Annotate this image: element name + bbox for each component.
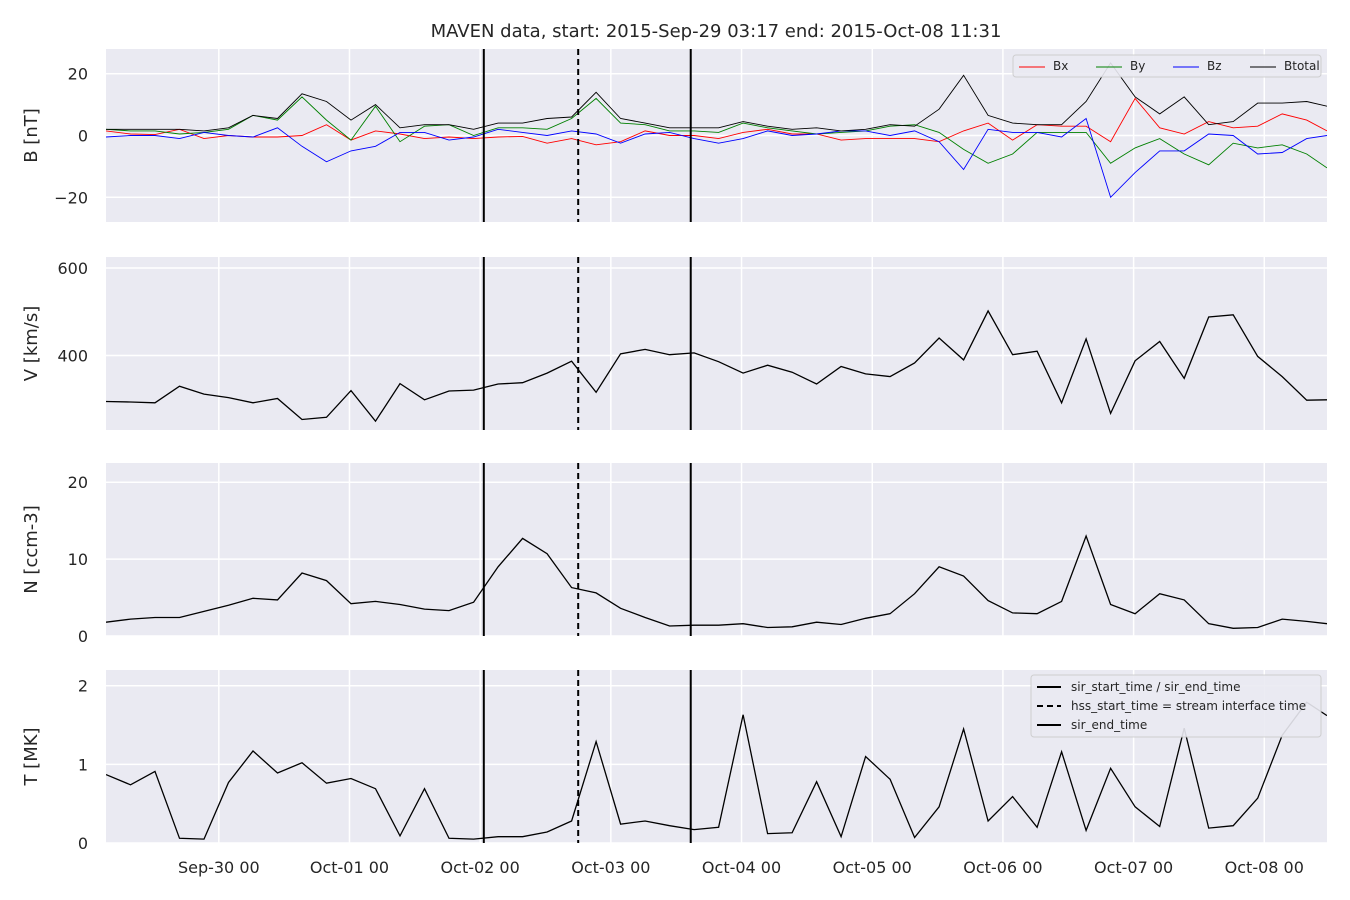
- series-line-bx: [106, 97, 1327, 146]
- x-tick-label: Oct-08 00: [1225, 858, 1304, 877]
- legend-label-by: By: [1130, 59, 1145, 73]
- panel-1: −20 0 20 B [nT]: [21, 49, 1327, 222]
- y-tick-label: 10: [68, 550, 88, 569]
- x-tick-label: Oct-04 00: [702, 858, 781, 877]
- y-tick-label: 1: [78, 755, 88, 774]
- y-axis-label: T [MK]: [21, 727, 42, 786]
- panel-background: [106, 257, 1327, 430]
- series-line-panel-4: [106, 701, 1327, 840]
- y-tick-label: 2: [78, 677, 88, 696]
- legend-label-3: sir_end_time: [1071, 718, 1147, 732]
- panel-3: 0 10 20 N [ccm-3]: [21, 463, 1327, 646]
- legend-label-2: hss_start_time = stream interface time: [1071, 699, 1306, 713]
- panel-2: 400 600 V [km/s]: [21, 257, 1327, 430]
- series-line-panel-3: [106, 534, 1327, 629]
- panel-background: [106, 463, 1327, 636]
- x-tick-label: Oct-01 00: [310, 858, 389, 877]
- x-tick-label: Oct-05 00: [833, 858, 912, 877]
- x-tick-label: Oct-02 00: [441, 858, 520, 877]
- legend-label-bz: Bz: [1207, 59, 1222, 73]
- y-tick-label: 0: [78, 127, 88, 146]
- x-tick-label: Oct-07 00: [1094, 858, 1173, 877]
- legend-box: [1030, 674, 1322, 738]
- legend-box: [1012, 54, 1322, 78]
- x-tick-label: Oct-03 00: [571, 858, 650, 877]
- legend-events: sir_start_time / sir_end_time hss_start_t…: [1030, 674, 1322, 738]
- y-tick-label: −20: [54, 188, 88, 207]
- y-tick-label: 20: [68, 65, 88, 84]
- y-tick-label: 0: [78, 627, 88, 646]
- series-line-by: [106, 96, 1327, 169]
- series-line-panel-2: [106, 309, 1327, 423]
- y-tick-label: 20: [68, 473, 88, 492]
- y-axis-label: B [nT]: [21, 108, 42, 163]
- legend-label-1: sir_start_time / sir_end_time: [1071, 680, 1241, 694]
- y-axis-label: N [ccm-3]: [21, 505, 42, 594]
- y-axis-label: V [km/s]: [21, 306, 42, 381]
- legend-label-bx: Bx: [1053, 59, 1068, 73]
- chart-title: MAVEN data, start: 2015-Sep-29 03:17 end…: [431, 21, 1002, 42]
- legend-b: Bx By Bz Btotal: [1012, 54, 1322, 78]
- y-tick-label: 0: [78, 834, 88, 853]
- x-tick-label: Sep-30 00: [178, 858, 260, 877]
- y-tick-label: 600: [57, 259, 88, 278]
- series-line-bz: [106, 117, 1327, 199]
- x-tick-label: Oct-06 00: [963, 858, 1042, 877]
- y-tick-label: 400: [57, 347, 88, 366]
- series-line-btotal: [106, 62, 1327, 132]
- legend-label-btotal: Btotal: [1284, 59, 1320, 73]
